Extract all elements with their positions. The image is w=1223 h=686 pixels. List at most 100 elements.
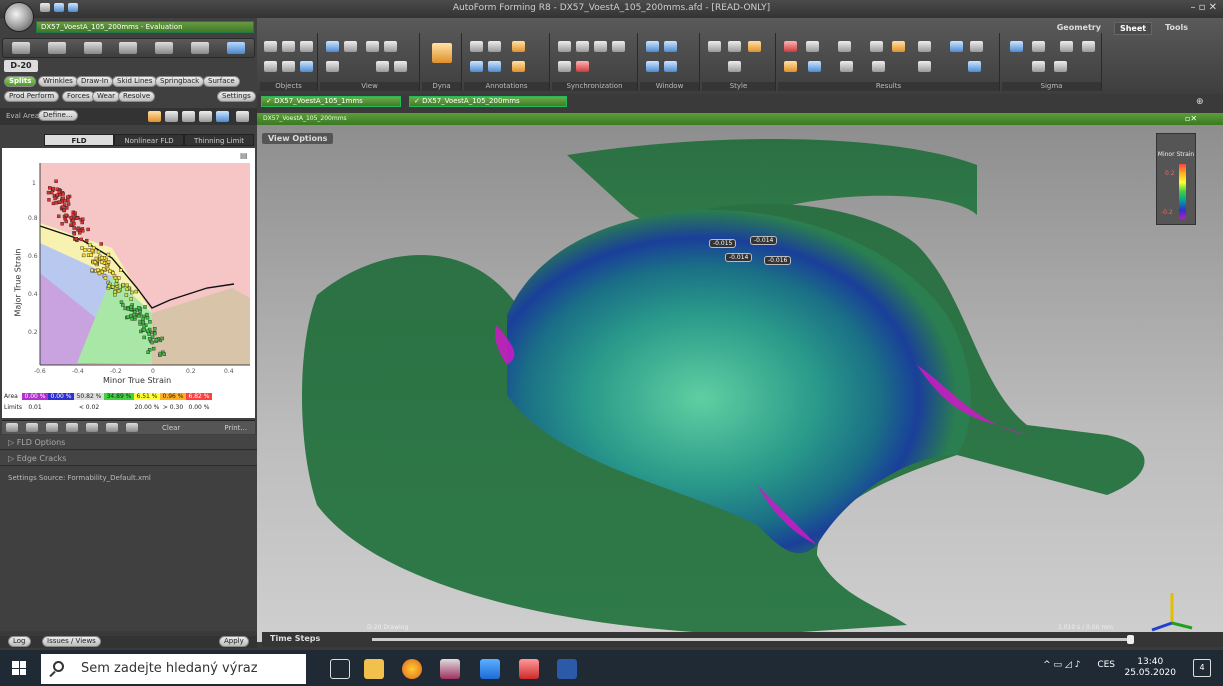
annotation-icon[interactable] [488, 41, 501, 52]
sigma-icon[interactable] [1060, 41, 1073, 52]
fld-tool-icon[interactable] [86, 423, 98, 432]
strain-tag[interactable]: -0.015 [709, 239, 737, 248]
autoform-taskbar-icon[interactable] [519, 659, 539, 679]
result-icon[interactable] [872, 61, 885, 72]
tab-splits[interactable]: Splits [4, 76, 37, 87]
style-icon[interactable] [748, 41, 761, 52]
tab-resolve[interactable]: Resolve [118, 91, 156, 102]
notification-icon[interactable]: 4 [1193, 659, 1211, 677]
strain-tag[interactable]: -0.016 [764, 256, 792, 265]
sync-icon[interactable] [558, 41, 571, 52]
strain-tag[interactable]: -0.014 [725, 253, 753, 262]
sync-icon[interactable] [576, 61, 589, 72]
view-icon[interactable] [394, 61, 407, 72]
print-button[interactable]: Print... [224, 423, 248, 432]
evaluation-doc-tab[interactable]: DX57_VoestA_105_200mms - Evaluation [36, 21, 254, 33]
apply-button[interactable]: Apply [219, 636, 249, 647]
result-icon[interactable] [968, 61, 981, 72]
evaluation-mode-icon[interactable] [226, 42, 245, 54]
annotation-icon[interactable] [488, 61, 501, 72]
eval-tool-icon[interactable] [199, 111, 212, 122]
tab-draw-in[interactable]: Draw-In [76, 76, 114, 87]
view-icon[interactable] [366, 41, 379, 52]
sigma-icon[interactable] [1032, 61, 1045, 72]
clear-button[interactable]: Clear [162, 423, 181, 432]
sync-icon[interactable] [558, 61, 571, 72]
add-view-icon[interactable]: ⊕ [1196, 97, 1204, 107]
redo-icon[interactable] [68, 3, 78, 12]
define-button[interactable]: Define... [38, 110, 78, 121]
clock[interactable]: 13:40 25.05.2020 [1124, 657, 1176, 679]
style-icon[interactable] [728, 61, 741, 72]
time-slider[interactable] [372, 638, 1132, 641]
sync-icon[interactable] [612, 41, 625, 52]
doc-tab-200mms[interactable]: ✓ DX57_VoestA_105_200mms [409, 96, 567, 107]
fld-tool-icon[interactable] [106, 423, 118, 432]
process-mode-icon[interactable] [47, 42, 66, 54]
tab-tools[interactable]: Tools [1165, 23, 1188, 32]
result-icon[interactable] [892, 41, 905, 52]
monitor-mode-icon[interactable] [191, 42, 210, 54]
tab-thinning-limit[interactable]: Thinning Limit [184, 134, 254, 146]
result-icon[interactable] [918, 61, 931, 72]
view-icon[interactable] [326, 41, 339, 52]
fld-tool-icon[interactable] [66, 423, 78, 432]
tab-prod-perform[interactable]: Prod Perform [4, 91, 60, 102]
taskbar-search[interactable]: Sem zadejte hledaný výraz [41, 654, 306, 684]
result-icon[interactable] [838, 41, 851, 52]
dyna-icon[interactable] [432, 43, 452, 63]
firefox-icon[interactable] [402, 659, 422, 679]
fld-tool-icon[interactable] [6, 423, 18, 432]
result-icon[interactable] [870, 41, 883, 52]
view-options-button[interactable]: View Options [262, 133, 334, 144]
language-indicator[interactable]: CES [1097, 660, 1115, 670]
time-steps-label[interactable]: Time Steps [270, 634, 321, 643]
result-icon[interactable] [918, 41, 931, 52]
3d-viewport[interactable] [257, 125, 1223, 642]
result-icon[interactable] [950, 41, 963, 52]
eval-tool-icon[interactable] [148, 111, 161, 122]
tab-wrinkles[interactable]: Wrinkles [38, 76, 78, 87]
window-icon[interactable] [664, 61, 677, 72]
annotation-icon[interactable] [512, 41, 525, 52]
annotation-icon[interactable] [470, 41, 483, 52]
tab-wear[interactable]: Wear [92, 91, 120, 102]
color-legend[interactable]: Minor Strain 0.2 -0.2 [1156, 133, 1196, 225]
sync-icon[interactable] [594, 41, 607, 52]
part-render[interactable] [257, 125, 1223, 642]
tab-skid-lines[interactable]: Skid Lines [112, 76, 158, 87]
app-icon[interactable] [440, 659, 460, 679]
app-logo-button[interactable] [4, 2, 34, 32]
sigma-icon[interactable] [1054, 61, 1067, 72]
object-icon[interactable] [264, 41, 277, 52]
report-mode-icon[interactable] [155, 42, 174, 54]
windows-start-icon[interactable] [12, 661, 26, 675]
file-explorer-icon[interactable] [364, 659, 384, 679]
view-icon[interactable] [344, 41, 357, 52]
sigma-icon[interactable] [1082, 41, 1095, 52]
strain-tag[interactable]: -0.014 [750, 236, 778, 245]
app-icon[interactable] [480, 659, 500, 679]
object-icon[interactable] [300, 41, 313, 52]
view-icon[interactable] [376, 61, 389, 72]
issues-views-tab[interactable]: Issues / Views [42, 636, 101, 647]
eval-tool-icon[interactable] [236, 111, 249, 122]
tab-forces[interactable]: Forces [62, 91, 95, 102]
undo-icon[interactable] [54, 3, 64, 12]
result-icon[interactable] [970, 41, 983, 52]
stage-selector[interactable]: D-20 [4, 60, 38, 72]
window-icon[interactable] [646, 41, 659, 52]
view-icon[interactable] [384, 41, 397, 52]
eval-tool-icon[interactable] [182, 111, 195, 122]
tab-fld[interactable]: FLD [44, 134, 114, 146]
view-icon[interactable] [326, 61, 339, 72]
object-icon[interactable] [300, 61, 313, 72]
input-mode-icon[interactable] [11, 42, 30, 54]
time-slider-thumb[interactable] [1127, 635, 1134, 644]
tab-geometry[interactable]: Geometry [1056, 23, 1101, 32]
fld-tool-icon[interactable] [26, 423, 38, 432]
doc-tab-1mms[interactable]: ✓ DX57_VoestA_105_1mms [261, 96, 401, 107]
tab-surface[interactable]: Surface [203, 76, 240, 87]
tab-nonlinear-fld[interactable]: Nonlinear FLD [114, 134, 184, 146]
annotation-icon[interactable] [512, 61, 525, 72]
